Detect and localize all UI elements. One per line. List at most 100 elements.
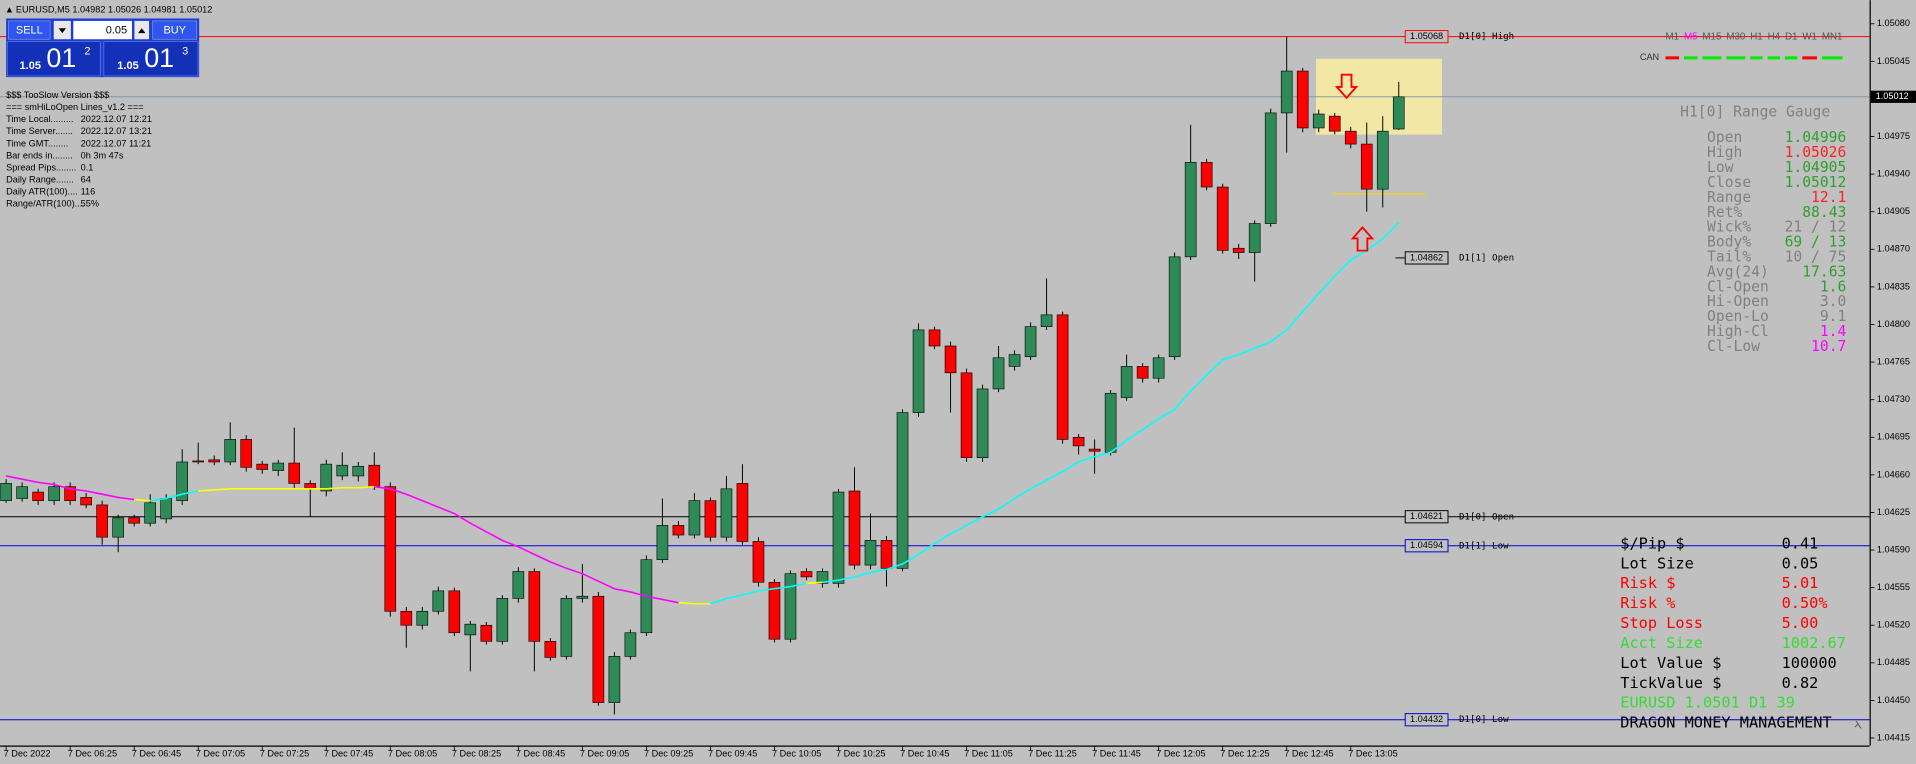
sell-label[interactable]: SELL <box>16 25 43 37</box>
candle-body <box>624 632 637 657</box>
ask-pips: 01 <box>144 43 174 73</box>
candle-body <box>240 439 253 468</box>
x-tick-label: 7 Dec 11:05 <box>964 749 1013 759</box>
candle-body <box>1248 223 1261 253</box>
candle-body <box>48 486 60 501</box>
timeframe[interactable]: H4 <box>1768 31 1781 42</box>
lot-value[interactable]: 0.05 <box>106 25 127 37</box>
moving-average <box>5 475 135 501</box>
timeframe[interactable]: MN1 <box>1822 31 1843 42</box>
buy-label[interactable]: BUY <box>163 25 186 37</box>
timeframe[interactable]: H1 <box>1750 31 1762 42</box>
candle-body <box>1008 354 1021 367</box>
lot-field[interactable] <box>73 20 132 40</box>
x-tick-label: 7 Dec 10:45 <box>900 749 949 759</box>
info-label: $$$ TooSlow Version $$$ <box>6 90 109 100</box>
candle-body <box>368 464 381 487</box>
bid-big: 1.05 <box>20 60 41 72</box>
timeframe[interactable]: M30 <box>1726 31 1746 42</box>
can-dash <box>1784 56 1798 60</box>
candle-body <box>992 357 1005 390</box>
level-value: 1.04432 <box>1410 714 1443 724</box>
candle-body <box>1136 366 1149 379</box>
gauge-value: 1.4 <box>1820 323 1847 340</box>
timeframe[interactable]: W1 <box>1802 31 1817 42</box>
info-value: 55% <box>81 199 99 209</box>
x-tick-label: 7 Dec 09:25 <box>644 749 693 759</box>
level-label: D1[1] Open <box>1459 252 1514 263</box>
level-label: D1[1] Low <box>1459 540 1509 551</box>
candle-body <box>288 462 301 484</box>
sell-button[interactable] <box>8 20 51 40</box>
x-tick-label: 7 Dec 07:45 <box>324 749 373 759</box>
level-box <box>1404 713 1449 727</box>
candle-body <box>1312 113 1325 129</box>
gauge-value: 1.04996 <box>1785 129 1847 146</box>
moving-average <box>806 581 823 585</box>
candle-body <box>704 500 717 538</box>
candle-body <box>1216 186 1229 251</box>
moving-average <box>150 490 199 502</box>
candle-body <box>1328 115 1341 132</box>
candle-body <box>1024 326 1037 358</box>
candle-body <box>1120 366 1133 398</box>
y-tick-label: 1.04520 <box>1877 620 1910 630</box>
candle-body <box>336 464 349 477</box>
resize-icon <box>1854 720 1862 729</box>
candle-body <box>848 490 861 566</box>
info-value: 0.1 <box>81 162 94 172</box>
candle-body <box>16 486 28 499</box>
candle-body <box>112 517 124 538</box>
timeframe[interactable]: M5 <box>1684 31 1698 42</box>
level-box <box>1404 251 1449 265</box>
gauge-label: Cl-Low <box>1707 338 1760 355</box>
ask-box[interactable] <box>103 41 199 77</box>
x-tick-label: 7 Dec 08:05 <box>388 749 437 759</box>
mm-value: 0.41 <box>1782 534 1819 552</box>
candle-body <box>1280 70 1293 114</box>
gauge-value: 1.6 <box>1820 278 1846 295</box>
candle-body <box>784 573 797 640</box>
candle-body <box>928 329 941 347</box>
candle-body <box>720 488 733 538</box>
bid-box[interactable] <box>7 41 101 77</box>
mm-value: 100000 <box>1782 654 1837 672</box>
candle-body <box>192 460 205 463</box>
last-price-label: 1.05012 <box>1876 91 1909 101</box>
candle-body <box>176 461 188 501</box>
candle-body <box>656 525 669 561</box>
info-value: 2022.12.07 13:21 <box>81 126 152 136</box>
info-label: Bar ends in........ <box>6 150 73 160</box>
info-label: Daily Range....... <box>6 175 74 185</box>
mm-value: 5.01 <box>1782 574 1819 592</box>
candle-body <box>1264 112 1277 224</box>
info-label: Time Server....... <box>6 126 73 136</box>
timeframe[interactable]: D1 <box>1785 31 1797 42</box>
sell-arrow <box>1334 73 1359 100</box>
candle-body <box>256 463 269 470</box>
info-label: Daily ATR(100).... <box>6 187 78 197</box>
candle-body <box>400 610 413 626</box>
gauge-label: Tail% <box>1707 248 1751 265</box>
candle-body <box>64 486 76 501</box>
info-label: Time GMT........ <box>6 138 68 148</box>
candle-body <box>592 595 605 703</box>
moving-average <box>710 582 807 605</box>
level-value: 1.04621 <box>1410 511 1443 521</box>
candle-body <box>672 525 685 536</box>
candle-body <box>496 598 509 642</box>
gauge-label: Avg(24) <box>1707 263 1769 280</box>
y-tick-label: 1.04695 <box>1877 432 1910 442</box>
buy-button[interactable] <box>152 20 198 40</box>
y-tick-label: 1.04765 <box>1877 357 1910 367</box>
timeframe[interactable]: M1 <box>1666 31 1680 42</box>
can-dash <box>1802 56 1817 60</box>
candle-body <box>1344 130 1357 145</box>
y-tick-label: 1.04415 <box>1877 732 1910 742</box>
timeframe[interactable]: M15 <box>1702 31 1722 42</box>
candle-body <box>144 502 156 524</box>
candle-body <box>528 571 541 642</box>
info-value: 116 <box>81 187 96 197</box>
